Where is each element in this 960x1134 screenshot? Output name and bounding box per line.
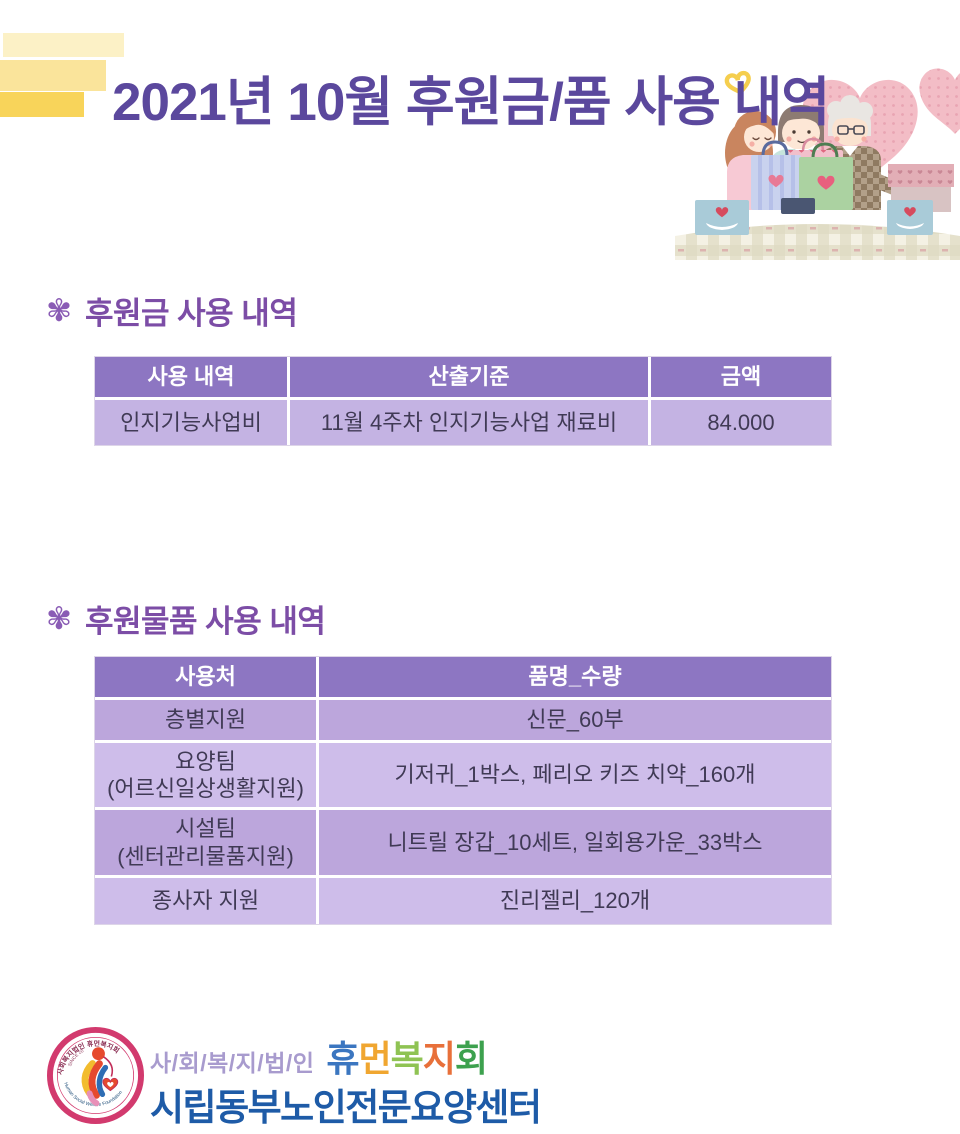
- flower-icon: ✾: [46, 293, 72, 328]
- goods-row-items: 기저귀_1박스, 페리오 키즈 치약_160개: [319, 743, 831, 807]
- gift-bag-green: [799, 142, 853, 210]
- goods-table-header-place: 사용처: [95, 657, 316, 697]
- goods-row-items: 진리젤리_120개: [319, 878, 831, 924]
- footer-organization: 사/회/복/지/법/인 휴먼복지회 시립동부노인전문요양센터: [150, 1030, 542, 1131]
- donation-box-left: [695, 200, 749, 235]
- donation-goods-table: 사용처 품명_수량 층별지원 신문_60부 요양팀 (어르신일상생활지원) 기저…: [94, 656, 832, 925]
- goods-table-header-items: 품명_수량: [319, 657, 831, 697]
- org-name-char: 휴: [326, 1038, 359, 1079]
- foundation-emblem: 사회복지법인 휴먼복지회 SINCE 2008 Human Social Wel…: [46, 1026, 145, 1125]
- money-table-header-amount: 금액: [651, 357, 831, 397]
- side-heart-icon: [919, 68, 960, 134]
- org-name-char: 지: [422, 1038, 456, 1079]
- org-type-label: 사/회/복/지/법/인: [150, 1050, 315, 1076]
- money-table-cell-usage: 인지기능사업비: [95, 400, 287, 445]
- section-title-goods: 후원물품 사용 내역: [84, 604, 326, 639]
- goods-row-place: 종사자 지원: [95, 878, 316, 924]
- money-table-header-usage: 사용 내역: [95, 357, 287, 397]
- goods-row-place: 시설팀 (센터관리물품지원): [95, 810, 316, 875]
- page-title: 2021년 10월 후원금/품 사용 내역: [112, 73, 830, 132]
- goods-row-items: 신문_60부: [319, 700, 831, 740]
- money-table-header-basis: 산출기준: [290, 357, 648, 397]
- org-name: 휴먼복지회: [326, 1030, 488, 1082]
- center-name: 시립동부노인전문요양센터: [150, 1087, 542, 1128]
- emblem-figure: [81, 1047, 119, 1107]
- donation-illustration: [675, 68, 960, 260]
- section-header-goods: ✾ 후원물품 사용 내역: [46, 596, 326, 641]
- yellow-bar-bottom: [0, 92, 84, 117]
- org-name-char: 회: [454, 1038, 488, 1079]
- money-table-cell-amount: 84.000: [651, 400, 831, 445]
- goods-row-place: 층별지원: [95, 700, 316, 740]
- section-header-money: ✾ 후원금 사용 내역: [46, 288, 298, 333]
- donation-money-table: 사용 내역 산출기준 금액 인지기능사업비 11월 4주차 인지기능사업 재료비…: [94, 356, 832, 446]
- yellow-bar-middle: [0, 60, 106, 91]
- gift-bag-purple: [751, 140, 801, 210]
- flower-icon: ✾: [46, 601, 72, 636]
- yellow-bar-top: [3, 33, 124, 57]
- org-name-char: 복: [390, 1038, 424, 1079]
- goods-row-place: 요양팀 (어르신일상생활지원): [95, 743, 316, 807]
- money-table-cell-basis: 11월 4주차 인지기능사업 재료비: [290, 400, 648, 445]
- section-title-money: 후원금 사용 내역: [84, 296, 298, 331]
- donation-box-right: [887, 200, 933, 235]
- goods-row-items: 니트릴 장갑_10세트, 일회용가운_33박스: [319, 810, 831, 875]
- org-name-char: 먼: [358, 1038, 392, 1079]
- dark-parcel: [781, 198, 815, 214]
